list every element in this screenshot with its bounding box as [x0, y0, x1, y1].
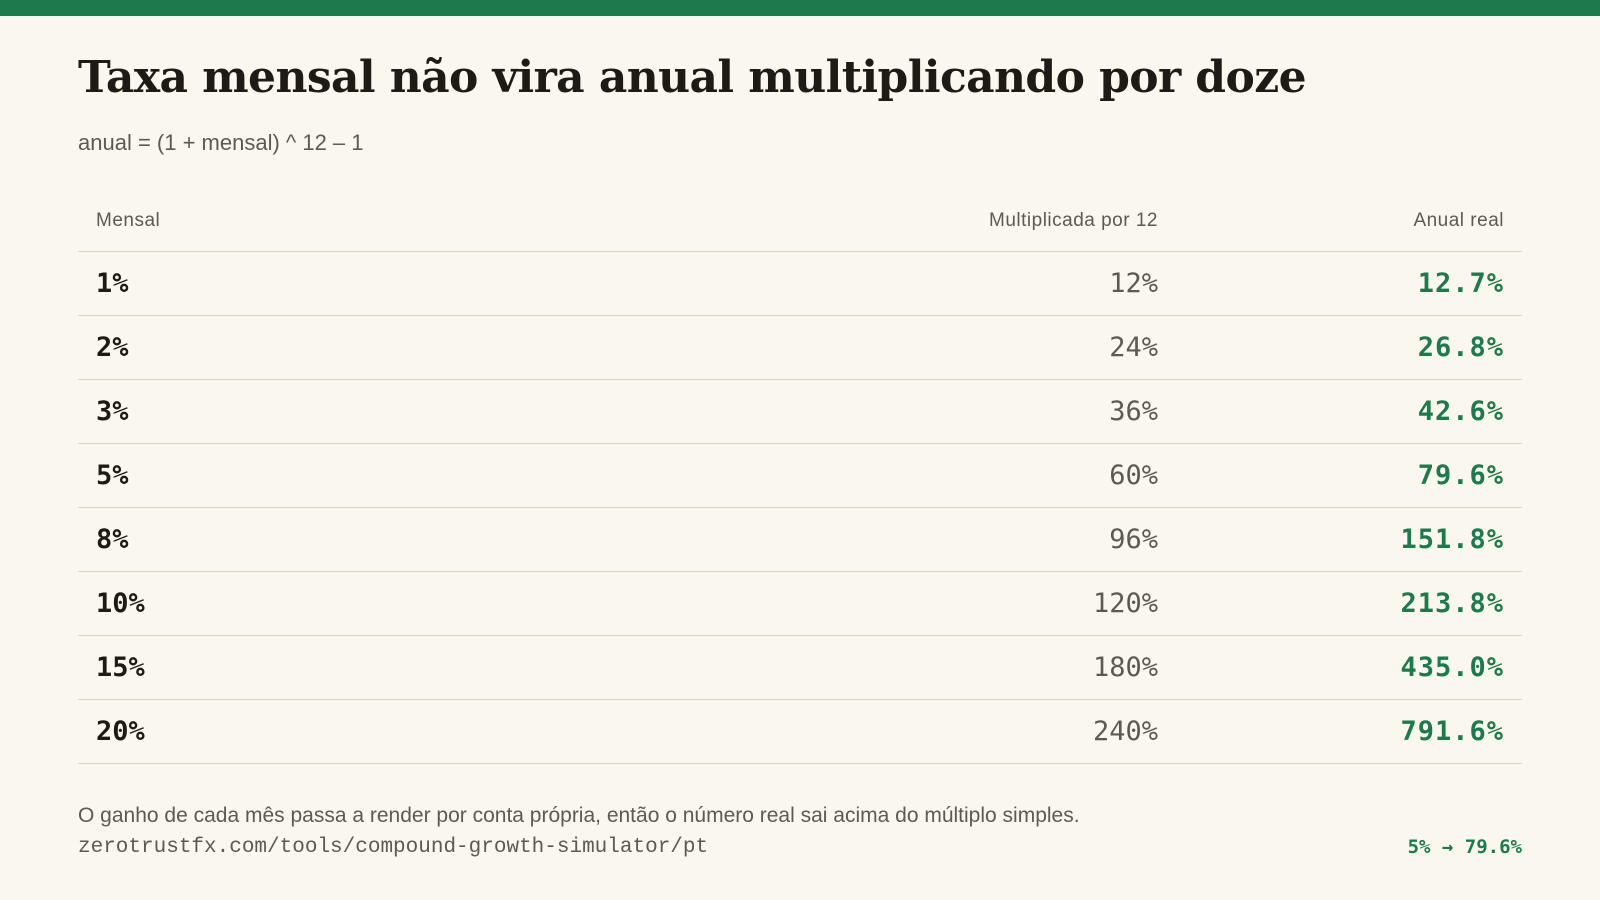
- monthly-rate-cell: 3%: [96, 396, 129, 427]
- footnote: O ganho de cada mês passa a render por c…: [78, 804, 1080, 827]
- page-content: Taxa mensal não vira anual multiplicando…: [78, 0, 1522, 900]
- multiplied-rate-cell: 180%: [1092, 652, 1158, 683]
- formula-subtitle: anual = (1 + mensal) ^ 12 – 1: [78, 130, 364, 155]
- source-url: zerotrustfx.com/tools/compound-growth-si…: [78, 836, 709, 859]
- rates-table: Mensal Multiplicada por 12 Anual real 1%…: [78, 190, 1522, 764]
- header-multiplied-by-12: Multiplicada por 12: [989, 209, 1158, 231]
- real-annual-rate-cell: 791.6%: [1400, 716, 1504, 747]
- table-row: 2% 24% 26.8%: [78, 316, 1522, 380]
- monthly-rate-cell: 10%: [96, 588, 145, 619]
- top-accent-bar: [0, 0, 1600, 16]
- real-annual-rate-cell: 213.8%: [1400, 588, 1504, 619]
- multiplied-rate-cell: 12%: [1109, 268, 1158, 299]
- real-annual-rate-cell: 151.8%: [1400, 524, 1504, 555]
- monthly-rate-cell: 20%: [96, 716, 145, 747]
- multiplied-rate-cell: 240%: [1092, 716, 1158, 747]
- multiplied-rate-cell: 96%: [1109, 524, 1158, 555]
- multiplied-rate-cell: 120%: [1092, 588, 1158, 619]
- table-row: 20% 240% 791.6%: [78, 700, 1522, 764]
- real-annual-rate-cell: 12.7%: [1417, 268, 1504, 299]
- page-title: Taxa mensal não vira anual multiplicando…: [78, 52, 1307, 103]
- real-annual-rate-cell: 42.6%: [1417, 396, 1504, 427]
- header-monthly: Mensal: [96, 209, 161, 231]
- table-row: 10% 120% 213.8%: [78, 572, 1522, 636]
- table-header-row: Mensal Multiplicada por 12 Anual real: [78, 190, 1522, 252]
- monthly-rate-cell: 5%: [96, 460, 129, 491]
- monthly-rate-cell: 2%: [96, 332, 129, 363]
- table-row: 8% 96% 151.8%: [78, 508, 1522, 572]
- monthly-rate-cell: 1%: [96, 268, 129, 299]
- real-annual-rate-cell: 435.0%: [1400, 652, 1504, 683]
- table-row: 5% 60% 79.6%: [78, 444, 1522, 508]
- monthly-rate-cell: 15%: [96, 652, 145, 683]
- multiplied-rate-cell: 24%: [1109, 332, 1158, 363]
- table-row: 1% 12% 12.7%: [78, 252, 1522, 316]
- monthly-rate-cell: 8%: [96, 524, 129, 555]
- real-annual-rate-cell: 79.6%: [1417, 460, 1504, 491]
- multiplied-rate-cell: 60%: [1109, 460, 1158, 491]
- multiplied-rate-cell: 36%: [1109, 396, 1158, 427]
- highlight-callout: 5% → 79.6%: [1407, 836, 1522, 858]
- header-real-annual: Anual real: [1413, 209, 1504, 231]
- table-row: 15% 180% 435.0%: [78, 636, 1522, 700]
- real-annual-rate-cell: 26.8%: [1417, 332, 1504, 363]
- table-row: 3% 36% 42.6%: [78, 380, 1522, 444]
